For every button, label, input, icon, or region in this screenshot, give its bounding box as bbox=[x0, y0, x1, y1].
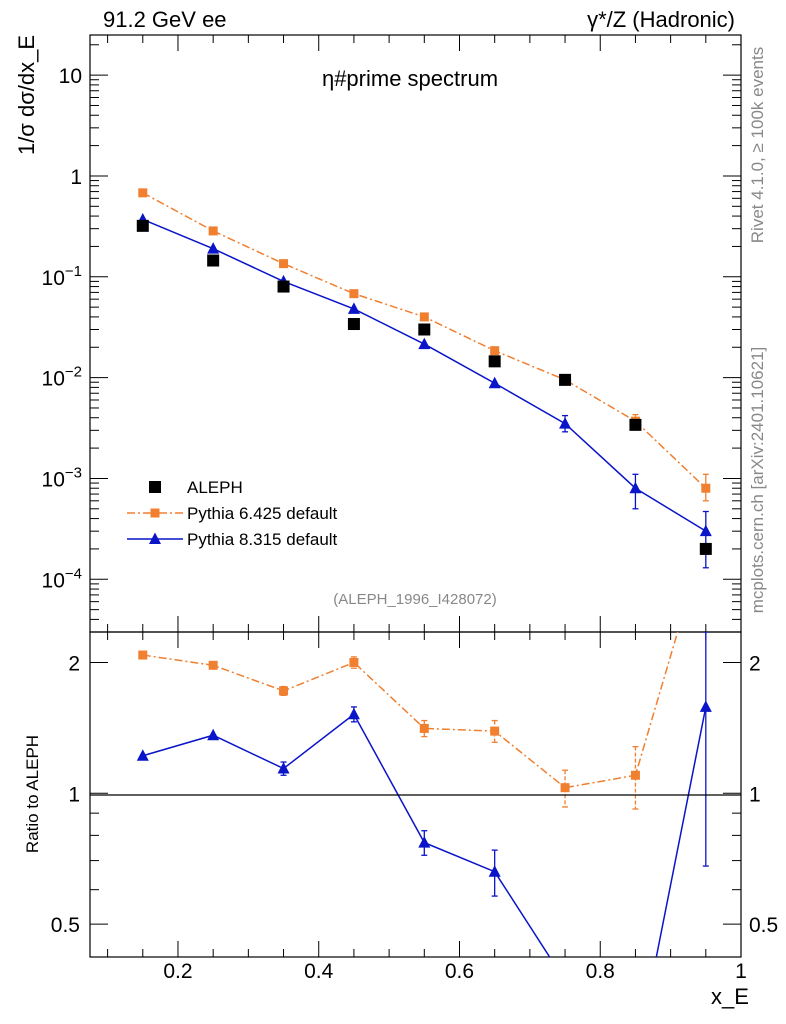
aleph-point bbox=[559, 373, 572, 386]
ratio-pythia-8-315-default-point bbox=[277, 762, 290, 774]
aleph-point bbox=[277, 280, 290, 293]
legend-pythia-6-425-default-label: Pythia 6.425 default bbox=[187, 504, 338, 523]
main-y-tick-label: 1 bbox=[70, 166, 82, 189]
aleph-point bbox=[347, 318, 360, 331]
x-tick-label: 0.2 bbox=[163, 960, 192, 983]
pythia-6-425-default-point bbox=[279, 259, 289, 269]
rivet-version-label: Rivet 4.1.0, ≥ 100k events bbox=[748, 47, 767, 243]
main-y-axis-label: 1/σ dσ/dx_E bbox=[14, 35, 39, 155]
pythia-8-315-default-point bbox=[207, 242, 220, 254]
x-axis-label: x_E bbox=[711, 984, 749, 1009]
legend: ALEPH Pythia 6.425 default Pythia 8.315 de… bbox=[127, 478, 338, 549]
ratio-pythia-6-425-default-point bbox=[490, 726, 500, 736]
ratio-pythia-6-425-default-point bbox=[349, 657, 359, 667]
pythia-6-425-default-point bbox=[419, 312, 429, 322]
pythia-8-315-default-point bbox=[559, 417, 572, 429]
analysis-id-label: (ALEPH_1996_I428072) bbox=[333, 591, 496, 608]
aleph-point bbox=[136, 219, 149, 232]
x-tick-label: 1 bbox=[735, 960, 747, 983]
ratio-pythia-8-315-default-point bbox=[488, 865, 501, 877]
legend-pythia-8-315-default-label: Pythia 8.315 default bbox=[187, 530, 338, 549]
ratio-pythia-8-315-default-point bbox=[347, 707, 360, 720]
aleph-point bbox=[488, 355, 501, 368]
pythia-6-425-default-point bbox=[701, 483, 711, 493]
ratio-pythia-6-425-default-point bbox=[138, 650, 148, 660]
ratio-y-tick-label-right: 0.5 bbox=[749, 914, 778, 937]
aleph-point bbox=[699, 542, 712, 555]
process-label: γ*/Z (Hadronic) bbox=[587, 7, 735, 32]
ratio-pythia-8-315-default-point bbox=[136, 749, 149, 761]
x-axis-ticks: 0.2 0.4 0.6 0.8 1 bbox=[107, 35, 747, 983]
pythia-6-425-default-point bbox=[138, 188, 148, 198]
pythia-6-425-default-point bbox=[349, 289, 359, 299]
legend-aleph-marker bbox=[149, 481, 161, 493]
x-tick-label: 0.8 bbox=[586, 960, 615, 983]
x-tick-label: 0.4 bbox=[304, 960, 334, 983]
x-tick-label: 0.6 bbox=[445, 960, 474, 983]
ratio-y-tick-label: 0.5 bbox=[51, 914, 80, 937]
legend-pythia-6-425-default-marker bbox=[150, 508, 160, 518]
ratio-series-group bbox=[136, 632, 712, 957]
pythia-6-425-default-point bbox=[490, 346, 500, 356]
ratio-pythia-8-315-default-line bbox=[142, 706, 707, 957]
ratio-pythia-6-425-default-point bbox=[419, 723, 429, 733]
ratio-clipped-group bbox=[136, 632, 712, 957]
ratio-pythia-8-315-default-point bbox=[418, 836, 431, 848]
pythia-8-315-default-point bbox=[347, 302, 360, 314]
ratio-pythia-6-425-default-point bbox=[630, 770, 640, 780]
ratio-y-tick-label-right: 2 bbox=[749, 652, 761, 675]
aleph-point bbox=[418, 323, 431, 336]
main-axis-ticks: 10 1 10−1 10−2 10−3 10−4 bbox=[42, 44, 741, 633]
pythia-8-315-default-point bbox=[699, 524, 712, 537]
pythia-8-315-default-point bbox=[629, 481, 642, 494]
ratio-y-axis-label: Ratio to ALEPH bbox=[23, 735, 42, 853]
ratio-pythia-6-425-default-line bbox=[142, 632, 679, 789]
aleph-point bbox=[207, 254, 220, 267]
ratio-y-tick-label-right: 1 bbox=[749, 783, 761, 806]
main-series-group bbox=[136, 188, 712, 569]
ratio-y-tick-label: 1 bbox=[68, 783, 80, 806]
aleph-point bbox=[629, 418, 642, 431]
ratio-pythia-6-425-default-point bbox=[279, 686, 289, 696]
main-y-tick-label: 10−3 bbox=[42, 464, 82, 491]
pythia-6-425-default-point bbox=[208, 226, 218, 236]
mcplots-label: mcplots.cern.ch [arXiv:2401.10621] bbox=[748, 347, 767, 613]
ratio-pythia-8-315-default-point bbox=[207, 728, 220, 741]
ratio-pythia-6-425-default-point bbox=[208, 660, 218, 670]
legend-aleph-label: ALEPH bbox=[187, 478, 243, 497]
ratio-y-tick-label: 2 bbox=[68, 652, 80, 675]
main-y-tick-label: 10−4 bbox=[42, 565, 82, 592]
legend-pythia-8-315-default-marker bbox=[149, 532, 161, 544]
pythia-8-315-default-point bbox=[488, 376, 501, 389]
main-y-tick-label: 10 bbox=[59, 65, 82, 88]
pythia-8-315-default-point bbox=[418, 337, 431, 350]
ratio-pythia-6-425-default-point bbox=[560, 783, 570, 793]
plot-title: η#prime spectrum bbox=[322, 66, 498, 91]
ratio-axis-ticks: 0.5 0.5 1 1 2 2 bbox=[51, 652, 778, 937]
main-y-tick-label: 10−2 bbox=[42, 364, 82, 391]
energy-label: 91.2 GeV ee bbox=[103, 7, 227, 32]
ratio-pythia-8-315-default-point bbox=[699, 700, 712, 712]
main-y-tick-label: 10−1 bbox=[42, 263, 82, 290]
